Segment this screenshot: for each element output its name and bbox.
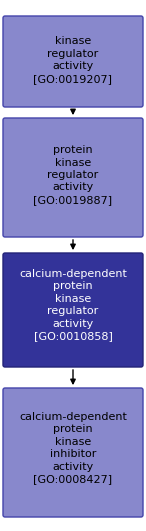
- FancyBboxPatch shape: [3, 118, 143, 237]
- Text: calcium-dependent
protein
kinase
regulator
activity
[GO:0010858]: calcium-dependent protein kinase regulat…: [19, 269, 127, 341]
- FancyBboxPatch shape: [3, 16, 143, 107]
- FancyBboxPatch shape: [3, 388, 143, 517]
- FancyBboxPatch shape: [3, 253, 143, 367]
- Text: kinase
regulator
activity
[GO:0019207]: kinase regulator activity [GO:0019207]: [33, 37, 113, 83]
- Text: protein
kinase
regulator
activity
[GO:0019887]: protein kinase regulator activity [GO:00…: [33, 145, 113, 205]
- Text: calcium-dependent
protein
kinase
inhibitor
activity
[GO:0008427]: calcium-dependent protein kinase inhibit…: [19, 412, 127, 484]
